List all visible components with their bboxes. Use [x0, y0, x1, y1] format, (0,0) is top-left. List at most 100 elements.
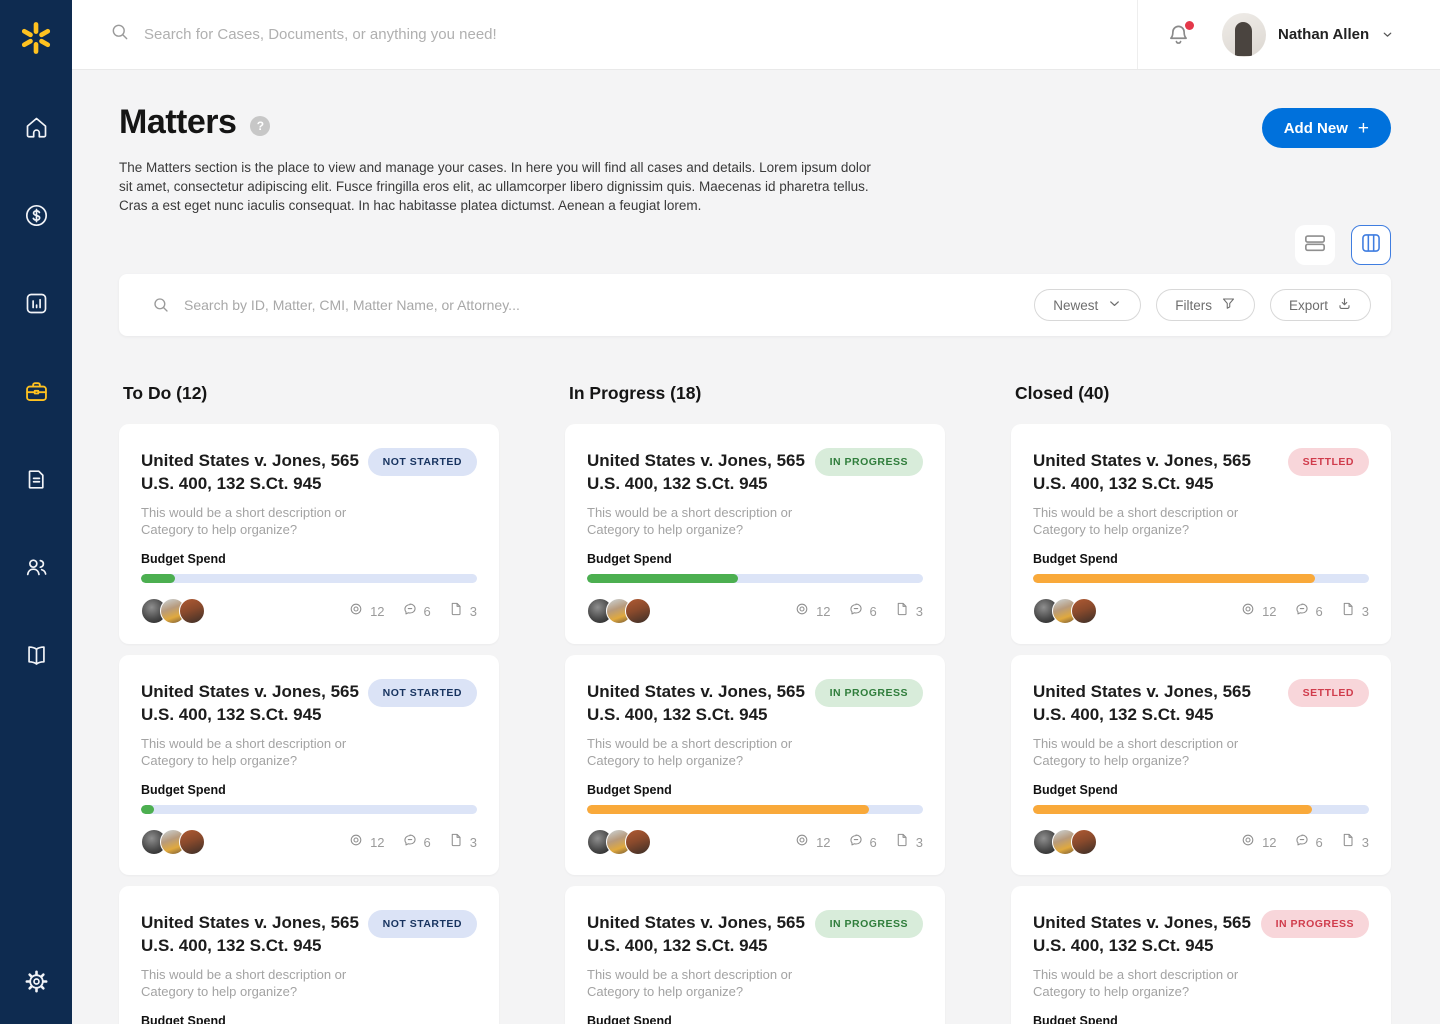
- user-menu[interactable]: Nathan Allen: [1222, 12, 1394, 57]
- eye-icon: [1240, 832, 1256, 853]
- budget-spend-label: Budget Spend: [587, 552, 672, 566]
- sidebar-item-billing[interactable]: [22, 204, 50, 232]
- files-stat: 3: [448, 601, 477, 622]
- view-toggle-group: [119, 225, 1391, 265]
- main-area: Nathan Allen Matters ? The Matters secti…: [72, 0, 1440, 1024]
- sidebar-item-clients[interactable]: [22, 556, 50, 584]
- sidebar-item-analytics[interactable]: [22, 292, 50, 320]
- card-title: United States v. Jones, 565 U.S. 400, 13…: [141, 451, 359, 493]
- assignee-avatars: [141, 598, 205, 624]
- avatar: [625, 598, 651, 624]
- column-cards: United States v. Jones, 565 U.S. 400, 13…: [1011, 424, 1391, 1024]
- help-icon[interactable]: ?: [250, 115, 271, 136]
- views-stat: 12: [1240, 601, 1277, 622]
- sidebar-item-library[interactable]: [22, 644, 50, 672]
- views-stat: 12: [794, 832, 831, 853]
- budget-spend-label: Budget Spend: [141, 552, 226, 566]
- budget-progress-fill: [141, 574, 175, 583]
- matter-card[interactable]: United States v. Jones, 565 U.S. 400, 13…: [1011, 424, 1391, 644]
- matters-search-input[interactable]: [184, 297, 1021, 313]
- budget-spend-label: Budget Spend: [1033, 1014, 1118, 1024]
- sidebar-item-settings[interactable]: [22, 970, 50, 998]
- document-icon: [23, 466, 50, 498]
- matter-card[interactable]: United States v. Jones, 565 U.S. 400, 13…: [119, 655, 499, 875]
- views-stat: 12: [1240, 832, 1277, 853]
- status-badge: SETTLED: [1287, 448, 1369, 476]
- sidebar-item-matters[interactable]: [22, 380, 50, 408]
- budget-progress-track: [141, 574, 477, 583]
- matter-card[interactable]: United States v. Jones, 565 U.S. 400, 13…: [119, 424, 499, 644]
- kanban-column-closed: Closed (40) United States v. Jones, 565 …: [1011, 383, 1391, 1024]
- kanban-column-in-progress: In Progress (18) United States v. Jones,…: [565, 383, 945, 1024]
- files-stat: 3: [1340, 601, 1369, 622]
- sidebar-item-documents[interactable]: [22, 468, 50, 496]
- assignee-avatars: [1033, 598, 1097, 624]
- funnel-icon: [1221, 296, 1236, 314]
- column-header: Closed (40): [1015, 383, 1110, 403]
- card-title: United States v. Jones, 565 U.S. 400, 13…: [141, 913, 359, 955]
- column-header: In Progress (18): [569, 383, 702, 403]
- views-stat: 12: [794, 601, 831, 622]
- card-description: This would be a short description or Cat…: [1033, 505, 1239, 537]
- bell-icon: [1166, 25, 1191, 51]
- file-icon: [1340, 601, 1356, 622]
- matter-card[interactable]: United States v. Jones, 565 U.S. 400, 13…: [565, 424, 945, 644]
- status-badge: IN PROGRESS: [814, 448, 923, 476]
- matter-card[interactable]: United States v. Jones, 565 U.S. 400, 13…: [565, 655, 945, 875]
- list-view-icon: [1304, 232, 1326, 259]
- page-description: The Matters section is the place to view…: [119, 160, 871, 213]
- file-icon: [1340, 832, 1356, 853]
- add-new-button[interactable]: Add New +: [1261, 108, 1391, 148]
- export-button[interactable]: Export: [1269, 289, 1371, 321]
- filters-button[interactable]: Filters: [1156, 289, 1255, 321]
- budget-progress-fill: [1033, 805, 1312, 814]
- assignee-avatars: [141, 829, 205, 855]
- budget-progress-track: [141, 805, 477, 814]
- avatar: [1071, 598, 1097, 624]
- people-icon: [23, 554, 50, 586]
- matter-card[interactable]: United States v. Jones, 565 U.S. 400, 13…: [565, 886, 945, 1024]
- status-badge: NOT STARTED: [367, 448, 477, 476]
- avatar: [1071, 829, 1097, 855]
- card-stats: 12 6 3: [1240, 601, 1369, 622]
- card-description: This would be a short description or Cat…: [1033, 967, 1239, 999]
- card-stats: 12 6 3: [794, 832, 923, 853]
- matter-card[interactable]: United States v. Jones, 565 U.S. 400, 13…: [1011, 886, 1391, 1024]
- page-header: Matters ? The Matters section is the pla…: [119, 103, 1391, 215]
- file-icon: [448, 601, 464, 622]
- avatar: [179, 829, 205, 855]
- eye-icon: [794, 601, 810, 622]
- files-stat: 3: [894, 601, 923, 622]
- sort-dropdown[interactable]: Newest: [1034, 289, 1142, 321]
- kanban-column-to-do: To Do (12) United States v. Jones, 565 U…: [119, 383, 499, 1024]
- card-stats: 12 6 3: [348, 832, 477, 853]
- avatar: [179, 598, 205, 624]
- status-badge: SETTLED: [1287, 679, 1369, 707]
- topbar-user-section: Nathan Allen: [1137, 0, 1440, 69]
- card-footer: 12 6 3: [1033, 598, 1369, 624]
- card-footer: 12 6 3: [1033, 829, 1369, 855]
- card-description: This would be a short description or Cat…: [141, 736, 347, 768]
- comment-icon: [402, 601, 418, 622]
- budget-progress-track: [1033, 574, 1369, 583]
- budget-spend-label: Budget Spend: [587, 783, 672, 797]
- sidebar: [0, 0, 72, 1024]
- column-cards: United States v. Jones, 565 U.S. 400, 13…: [565, 424, 945, 1024]
- matter-card[interactable]: United States v. Jones, 565 U.S. 400, 13…: [1011, 655, 1391, 875]
- files-stat: 3: [1340, 832, 1369, 853]
- briefcase-icon: [23, 378, 50, 410]
- card-stats: 12 6 3: [1240, 832, 1369, 853]
- files-stat: 3: [448, 832, 477, 853]
- kanban-view-toggle[interactable]: [1351, 225, 1391, 265]
- assignee-avatars: [587, 829, 651, 855]
- spark-logo-icon[interactable]: [18, 20, 54, 56]
- assignee-avatars: [1033, 829, 1097, 855]
- column-cards: United States v. Jones, 565 U.S. 400, 13…: [119, 424, 499, 1024]
- comments-stat: 6: [402, 601, 431, 622]
- notifications-button[interactable]: [1166, 20, 1194, 51]
- global-search-input[interactable]: [144, 26, 1137, 43]
- budget-spend-label: Budget Spend: [141, 1014, 226, 1024]
- sidebar-item-home[interactable]: [22, 116, 50, 144]
- list-view-toggle[interactable]: [1295, 225, 1335, 265]
- matter-card[interactable]: United States v. Jones, 565 U.S. 400, 13…: [119, 886, 499, 1024]
